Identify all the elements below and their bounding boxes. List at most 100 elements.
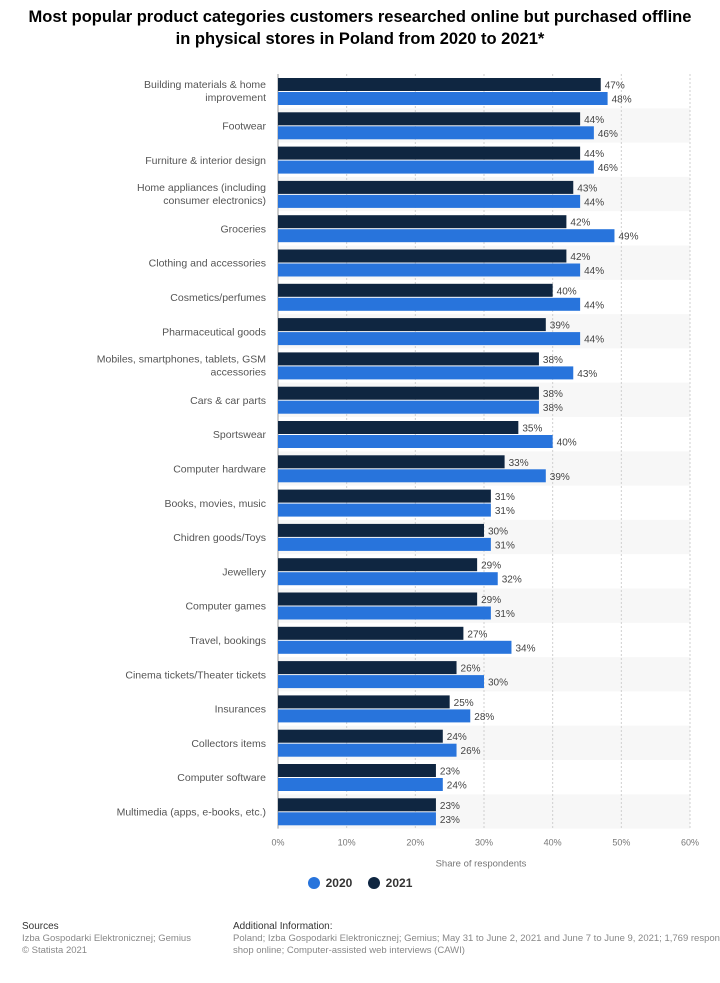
data-label-2020: 40%: [557, 438, 577, 449]
data-label-2021: 43%: [577, 183, 597, 194]
bar-2021: [278, 729, 443, 743]
additional-info-block: Additional Information: Poland; Izba Gos…: [233, 921, 720, 957]
bar-chart: 0% 10% 20% 30% 40% 50% 60% Share of respondents…: [97, 74, 699, 870]
data-label-2021: 23%: [440, 767, 460, 778]
legend-2020-marker: [307, 877, 320, 889]
bar-2021: [278, 283, 553, 297]
data-label-2021: 33%: [509, 458, 529, 469]
bar-2020: [278, 400, 539, 414]
data-label-2020: 44%: [584, 266, 604, 277]
bar-2021: [278, 78, 601, 91]
data-label-2020: 49%: [618, 232, 638, 243]
bar-2021: [278, 695, 450, 709]
additional-info-line-2: shop online; Computer-assisted web inter…: [233, 945, 465, 956]
data-label-2020: 44%: [584, 300, 604, 311]
data-label-2021: 27%: [467, 629, 487, 640]
category-label: Home appliances (including: [137, 182, 266, 194]
data-label-2020: 31%: [495, 506, 515, 517]
additional-info-title: Additional Information:: [233, 921, 333, 932]
data-label-2021: 26%: [461, 664, 481, 675]
category-label: Furniture & interior design: [145, 155, 266, 167]
category-label: Mobiles, smartphones, tablets, GSM: [97, 354, 266, 366]
category-label: Building materials & home: [144, 79, 266, 91]
bar-2020: [278, 812, 436, 826]
bar-2021: [278, 661, 457, 675]
category-label: Computer hardware: [173, 463, 266, 475]
data-label-2020: 38%: [543, 403, 563, 414]
bar-2021: [278, 318, 546, 332]
bar-2020: [278, 606, 491, 620]
bar-2020: [278, 160, 594, 174]
data-label-2021: 25%: [454, 698, 474, 709]
sources-text: Izba Gospodarki Elektronicznej; Gemius: [22, 933, 191, 944]
category-label: Groceries: [220, 223, 266, 235]
additional-info-line-1: Poland; Izba Gospodarki Elektronicznej; …: [233, 933, 720, 944]
legend-item-2021[interactable]: 2021: [367, 876, 413, 890]
bar-2021: [278, 352, 539, 366]
bar-2021: [278, 592, 478, 606]
bar-2020: [278, 778, 443, 791]
bar-2021: [278, 180, 574, 194]
legend-2020-label: 2020: [325, 876, 353, 890]
legend-item-2020[interactable]: 2020: [307, 876, 353, 890]
bar-2020: [278, 126, 594, 140]
bar-2020: [278, 743, 457, 757]
data-label-2020: 34%: [515, 643, 535, 654]
bar-2021: [278, 523, 484, 537]
category-label: improvement: [205, 92, 266, 104]
category-label: Clothing and accessories: [149, 258, 266, 270]
data-label-2021: 30%: [488, 526, 508, 537]
category-label: Footwear: [222, 120, 266, 132]
data-label-2021: 24%: [447, 732, 467, 743]
data-label-2021: 44%: [584, 115, 604, 126]
data-label-2021: 38%: [543, 389, 563, 400]
x-axis-title: Share of respondents: [436, 859, 527, 870]
legend: 2020 2021: [0, 876, 720, 892]
category-label: Travel, bookings: [189, 635, 266, 647]
bar-2021: [278, 489, 491, 503]
category-label: consumer electronics): [163, 195, 266, 207]
bar-2020: [278, 675, 484, 689]
bar-2020: [278, 469, 546, 483]
bar-2020: [278, 503, 491, 517]
category-label: Insurances: [215, 704, 266, 716]
bar-2020: [278, 366, 574, 380]
data-label-2021: 35%: [522, 424, 542, 435]
copyright-link[interactable]: © Statista 2021: [22, 945, 88, 956]
data-label-2020: 46%: [598, 129, 618, 140]
data-label-2021: 44%: [584, 149, 604, 160]
data-label-2021: 29%: [481, 561, 501, 572]
data-label-2020: 24%: [447, 781, 467, 792]
chart-title-line-2: in physical stores in Poland from 2020 t…: [175, 30, 545, 48]
data-label-2021: 42%: [570, 218, 590, 229]
bar-2021: [278, 249, 567, 263]
chart-title-line-1: Most popular product categories customer…: [28, 8, 692, 26]
data-label-2020: 30%: [488, 678, 508, 689]
data-label-2020: 28%: [474, 712, 494, 723]
category-label: accessories: [211, 367, 266, 379]
x-tick-label: 60%: [681, 838, 699, 848]
bar-2021: [278, 798, 436, 812]
bar-2021: [278, 386, 539, 400]
data-label-2020: 43%: [577, 369, 597, 380]
bar-2021: [278, 421, 519, 434]
x-tick-label: 40%: [544, 838, 562, 848]
x-tick-label: 50%: [612, 838, 630, 848]
category-label: Pharmaceutical goods: [162, 326, 266, 338]
sources-title: Sources: [22, 921, 59, 932]
bar-2021: [278, 455, 505, 469]
x-tick-label: 10%: [338, 838, 356, 848]
data-label-2021: 23%: [440, 801, 460, 812]
category-label: Jewellery: [222, 566, 267, 578]
data-label-2021: 29%: [481, 595, 501, 606]
x-tick-label: 20%: [406, 838, 424, 848]
bar-2020: [278, 229, 615, 243]
category-label: Cinema tickets/Theater tickets: [125, 669, 266, 681]
data-label-2020: 31%: [495, 609, 515, 620]
legend-2021-label: 2021: [385, 876, 413, 890]
bar-2021: [278, 558, 478, 572]
bar-2020: [278, 435, 553, 448]
bar-2020: [278, 92, 608, 105]
data-label-2020: 39%: [550, 472, 570, 483]
category-label: Collectors items: [191, 738, 266, 750]
